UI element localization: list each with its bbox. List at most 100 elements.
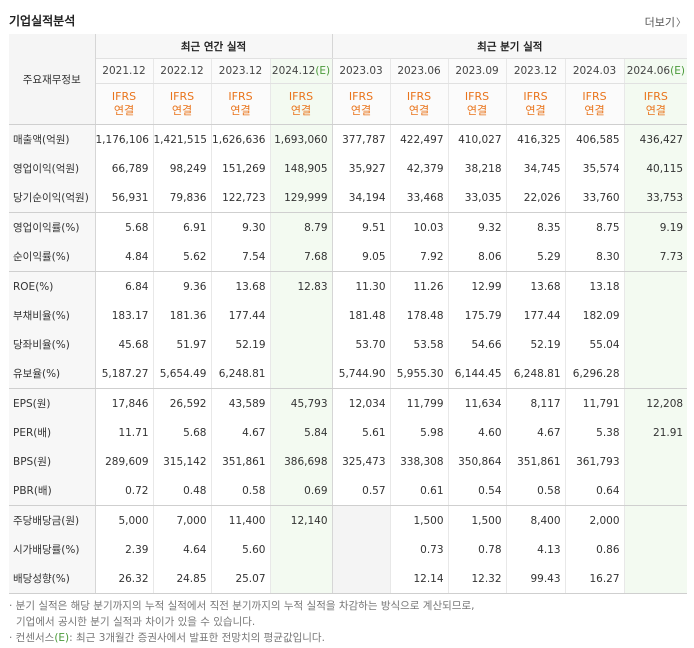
table-cell: 6,248.81 [210,359,270,389]
table-cell: 436,427 [623,124,688,154]
table-cell: 4.64 [152,535,211,564]
table-cell [623,359,688,389]
footnote-2: · 컨센서스(E): 최근 3개월간 증권사에서 발표한 전망치의 평균값입니다… [9,630,474,646]
period-label: 2023.12 [218,65,263,77]
table-cell: 5.98 [389,418,449,447]
period-header: 2023.12 [210,58,270,84]
ifrs-label: IFRS [228,90,253,103]
consolidated-label: 연결 [230,104,251,117]
table-cell: 8.06 [447,242,507,272]
period-label: 2021.12 [102,65,146,77]
period-header: 2023.03 [331,58,391,84]
table-cell: 26.32 [94,564,153,594]
row-label: 배당성향(%) [9,564,96,594]
annual-group-header: 최근 연간 실적 [95,34,333,59]
table-cell: 9.05 [331,242,391,272]
table-cell: 5,744.90 [331,359,391,389]
table-cell: 6,248.81 [505,359,566,389]
ifrs-header: IFRS 연결 [95,83,153,125]
ifrs-header: IFRS 연결 [269,83,333,125]
ifrs-label: IFRS [348,90,374,103]
table-cell: 35,574 [564,154,625,183]
table-cell: 45,793 [269,388,333,418]
table-cell: 0.64 [564,476,625,506]
row-label: 영업이익(억원) [9,154,96,183]
table-cell: 8.30 [564,242,625,272]
period-label: 2023.03 [339,65,383,77]
table-cell: 182.09 [564,301,625,330]
period-label: 2022.12 [160,65,204,77]
more-label[interactable]: 더보기 [644,16,675,29]
chevron-right-icon: 〉 [676,18,686,29]
table-row: 영업이익률(%) 5.68 6.91 9.30 8.79 9.51 10.03 9.32 8.3… [9,212,688,242]
table-cell: 11,400 [210,505,270,535]
table-row: 주당배당금(원) 5,000 7,000 11,400 12,140 1,500 1,500… [9,505,688,535]
table-cell: 12.83 [269,271,333,301]
ifrs-label: IFRS [169,90,195,103]
table-cell [331,564,391,594]
table-cell: 13.68 [505,271,566,301]
row-label: 부채비율(%) [9,301,96,330]
row-label: BPS(원) [9,447,96,476]
table-cell: 9.19 [623,212,688,242]
period-header: 2023.09 [447,58,507,84]
table-cell: 6,296.28 [564,359,625,389]
ifrs-header: IFRS 연결 [505,83,566,125]
table-cell: 43,589 [210,388,270,418]
row-label: 유보율(%) [9,359,96,389]
table-cell: 52.19 [210,330,270,359]
table-cell: 7.68 [269,242,333,272]
table-cell: 22,026 [505,183,566,213]
table-cell: 35,927 [331,154,391,183]
table-cell: 0.72 [94,476,153,506]
ifrs-label: IFRS [523,90,548,103]
table-cell: 12,140 [269,505,333,535]
table-cell: 17,846 [94,388,153,418]
table-cell: 11,799 [389,388,449,418]
table-cell: 5,000 [94,505,153,535]
table-cell: 51.97 [152,330,211,359]
table-cell: 416,325 [505,124,566,154]
table-cell: 8.79 [269,212,333,242]
ifrs-label: IFRS [643,90,668,103]
table-cell: 33,760 [564,183,625,213]
table-cell: 9.32 [447,212,507,242]
table-cell: 7.73 [623,242,688,272]
table-cell: 9.30 [210,212,270,242]
table-row: 유보율(%) 5,187.27 5,654.49 6,248.81 5,744.90 5,… [9,359,688,389]
ifrs-label: IFRS [406,90,432,103]
table-cell: 0.69 [269,476,333,506]
table-row: 당기순이익(억원) 56,931 79,836 122,723 129,999 34,19… [9,183,688,213]
ifrs-header: IFRS 연결 [564,83,625,125]
row-label: PBR(배) [9,476,96,506]
row-label: 순이익률(%) [9,242,96,272]
table-cell: 338,308 [389,447,449,476]
ifrs-row: IFRS 연결 IFRS 연결 IFRS 연결 IFRS 연결 IFRS 연결 IFRS 연결 IFRS… [9,83,688,125]
table-cell: 4.67 [505,418,566,447]
table-cell: 122,723 [210,183,270,213]
table-cell: 66,789 [94,154,153,183]
more-link[interactable]: 더보기〉 [645,14,686,30]
table-cell: 1,421,515 [152,124,211,154]
table-cell: 9.51 [331,212,391,242]
table-cell [331,505,391,535]
table-cell: 1,626,636 [210,124,270,154]
table-cell: 45.68 [94,330,153,359]
table-cell: 13.18 [564,271,625,301]
table-cell: 351,861 [210,447,270,476]
table-cell: 351,861 [505,447,566,476]
table-cell: 4.84 [94,242,153,272]
quarter-group-header: 최근 분기 실적 [332,34,688,59]
table-cell [331,535,391,564]
table-cell: 361,793 [564,447,625,476]
footnote-2-suffix: : 최근 3개월간 증권사에서 발표한 전망치의 평균값입니다. [69,632,325,644]
table-cell [623,564,688,594]
table-cell: 181.48 [331,301,391,330]
period-label: 2023.09 [455,65,499,77]
row-label: EPS(원) [9,388,96,418]
table-cell: 5.38 [564,418,625,447]
table-row: 순이익률(%) 4.84 5.62 7.54 7.68 9.05 7.92 8.06 5.29 8… [9,242,688,272]
ifrs-label: IFRS [464,90,490,103]
table-cell: 53.58 [389,330,449,359]
table-cell: 52.19 [505,330,566,359]
